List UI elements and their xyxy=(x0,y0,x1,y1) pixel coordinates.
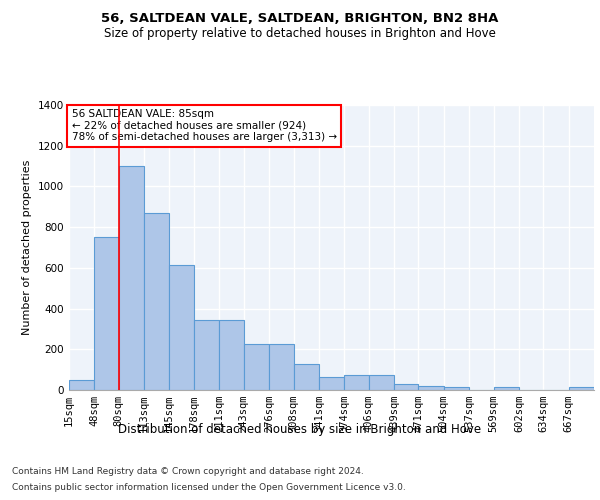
Bar xyxy=(394,384,418,390)
Text: 56 SALTDEAN VALE: 85sqm
← 22% of detached houses are smaller (924)
78% of semi-d: 56 SALTDEAN VALE: 85sqm ← 22% of detache… xyxy=(71,110,337,142)
Bar xyxy=(494,388,519,390)
Bar xyxy=(293,364,319,390)
Bar xyxy=(219,320,244,390)
Text: Size of property relative to detached houses in Brighton and Hove: Size of property relative to detached ho… xyxy=(104,28,496,40)
Bar xyxy=(69,380,94,390)
Y-axis label: Number of detached properties: Number of detached properties xyxy=(22,160,32,335)
Bar xyxy=(344,374,368,390)
Text: Contains HM Land Registry data © Crown copyright and database right 2024.: Contains HM Land Registry data © Crown c… xyxy=(12,468,364,476)
Bar xyxy=(169,265,194,390)
Text: 56, SALTDEAN VALE, SALTDEAN, BRIGHTON, BN2 8HA: 56, SALTDEAN VALE, SALTDEAN, BRIGHTON, B… xyxy=(101,12,499,26)
Bar xyxy=(319,377,344,390)
Bar xyxy=(444,387,469,390)
Bar xyxy=(94,238,119,390)
Bar xyxy=(119,166,144,390)
Bar xyxy=(144,213,169,390)
Bar xyxy=(368,374,394,390)
Bar xyxy=(269,344,293,390)
Bar xyxy=(244,344,269,390)
Text: Distribution of detached houses by size in Brighton and Hove: Distribution of detached houses by size … xyxy=(118,422,482,436)
Bar xyxy=(194,320,219,390)
Text: Contains public sector information licensed under the Open Government Licence v3: Contains public sector information licen… xyxy=(12,482,406,492)
Bar xyxy=(569,387,594,390)
Bar xyxy=(418,386,444,390)
